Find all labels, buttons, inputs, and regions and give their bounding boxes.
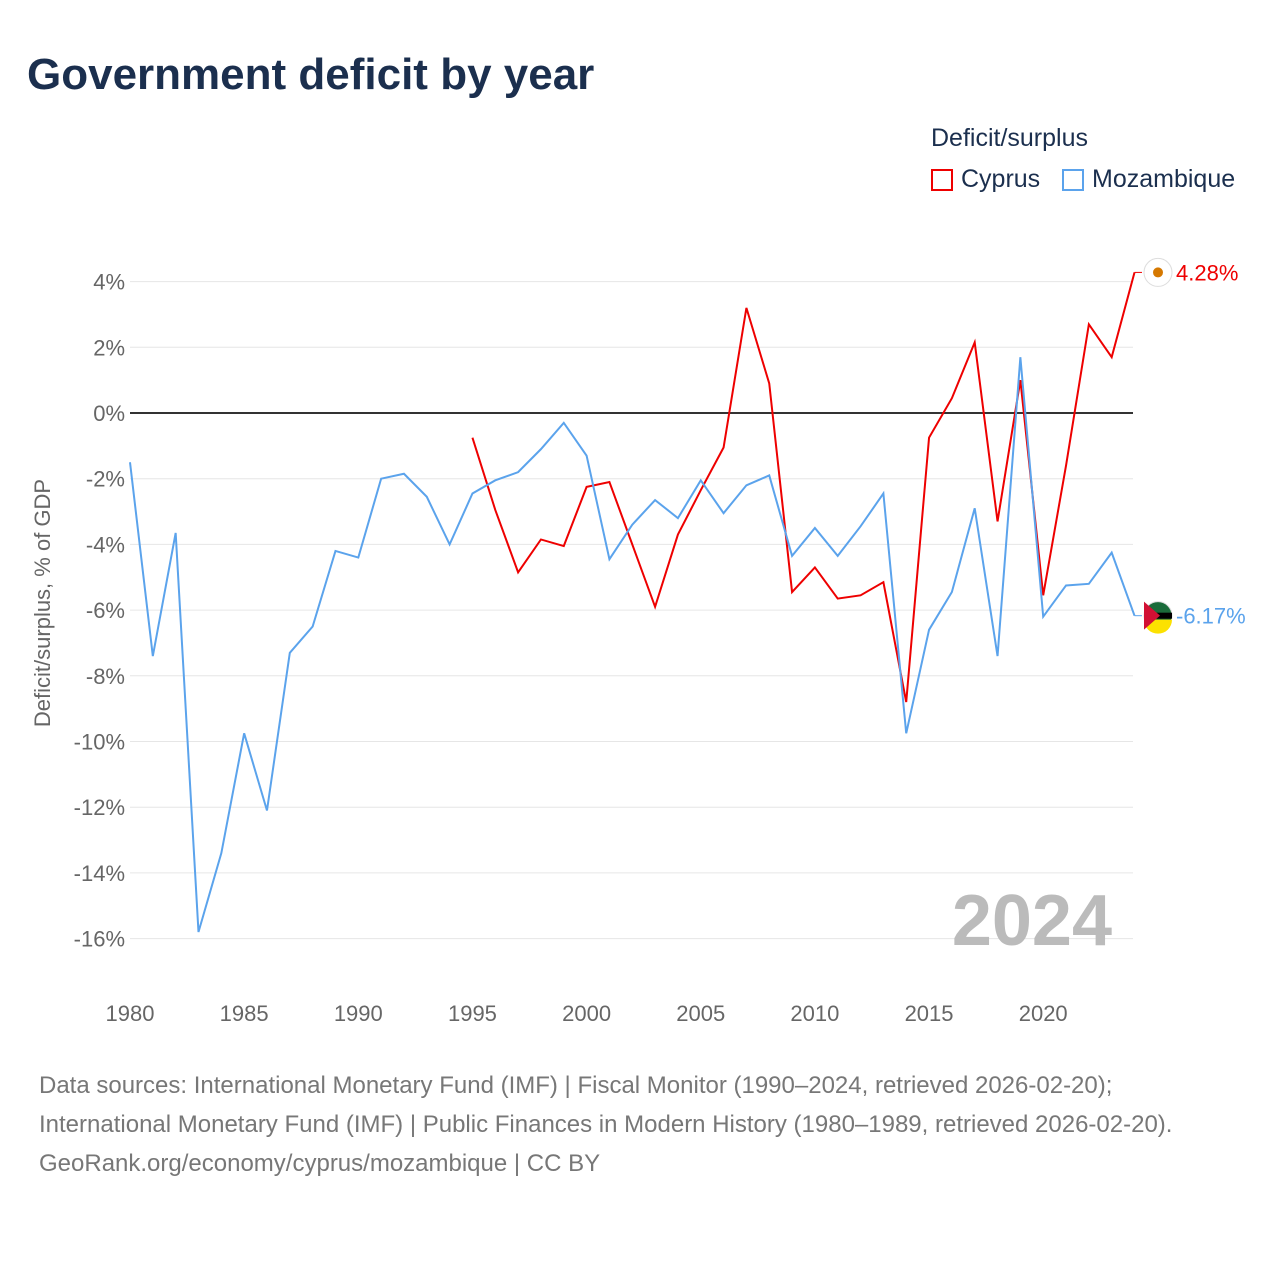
- end-value-label: 4.28%: [1176, 260, 1238, 285]
- legend-item-cyprus[interactable]: Cyprus: [931, 165, 1040, 194]
- legend-swatch: [1062, 168, 1084, 191]
- y-tick-label: 2%: [93, 335, 125, 360]
- data-sources: Data sources: International Monetary Fun…: [39, 1072, 1173, 1138]
- year-watermark: 2024: [952, 881, 1112, 961]
- y-tick-label: -10%: [74, 730, 125, 755]
- y-tick-label: -6%: [86, 598, 125, 623]
- x-tick-label: 2010: [790, 1001, 839, 1026]
- flag-triangle: [1144, 601, 1160, 630]
- footer: Data sources: International Monetary Fun…: [39, 1066, 1239, 1183]
- legend-title: Deficit/surplus: [931, 124, 1088, 152]
- legend-label: Mozambique: [1092, 165, 1236, 193]
- x-tick-label: 1985: [220, 1001, 269, 1026]
- legend-swatch: [931, 168, 953, 191]
- end-value-label: -6.17%: [1176, 604, 1246, 629]
- y-tick-label: -4%: [86, 532, 125, 557]
- y-tick-label: -12%: [74, 795, 125, 820]
- y-tick-label: -14%: [74, 861, 125, 886]
- y-tick-label: -16%: [74, 927, 125, 952]
- x-tick-label: 1990: [334, 1001, 383, 1026]
- series-line-cyprus: [471, 272, 1136, 703]
- legend-item-mozambique[interactable]: Mozambique: [1062, 165, 1235, 194]
- y-tick-label: 0%: [93, 401, 125, 426]
- y-tick-label: -8%: [86, 664, 125, 689]
- series-line-mozambique: [129, 357, 1136, 933]
- x-tick-label: 1995: [448, 1001, 497, 1026]
- x-tick-label: 2005: [676, 1001, 725, 1026]
- chart-title: Government deficit by year: [27, 50, 595, 99]
- y-tick-label: 4%: [93, 270, 125, 295]
- x-tick-label: 1980: [106, 1001, 155, 1026]
- attribution-link[interactable]: GeoRank.org/economy/cyprus/mozambique | …: [39, 1150, 601, 1177]
- x-tick-label: 2020: [1019, 1001, 1068, 1026]
- line-chart: 4% 2% 0% -2% -4% -6% -8% -10% -12% -14% -16% 1980 19…: [30, 257, 1246, 1026]
- x-tick-label: 2015: [905, 1001, 954, 1026]
- x-tick-label: 2000: [562, 1001, 611, 1026]
- flag-map-mark: [1153, 267, 1163, 278]
- y-tick-label: -2%: [86, 467, 125, 492]
- legend-label: Cyprus: [961, 165, 1041, 193]
- y-axis-label: Deficit/surplus, % of GDP: [30, 479, 55, 727]
